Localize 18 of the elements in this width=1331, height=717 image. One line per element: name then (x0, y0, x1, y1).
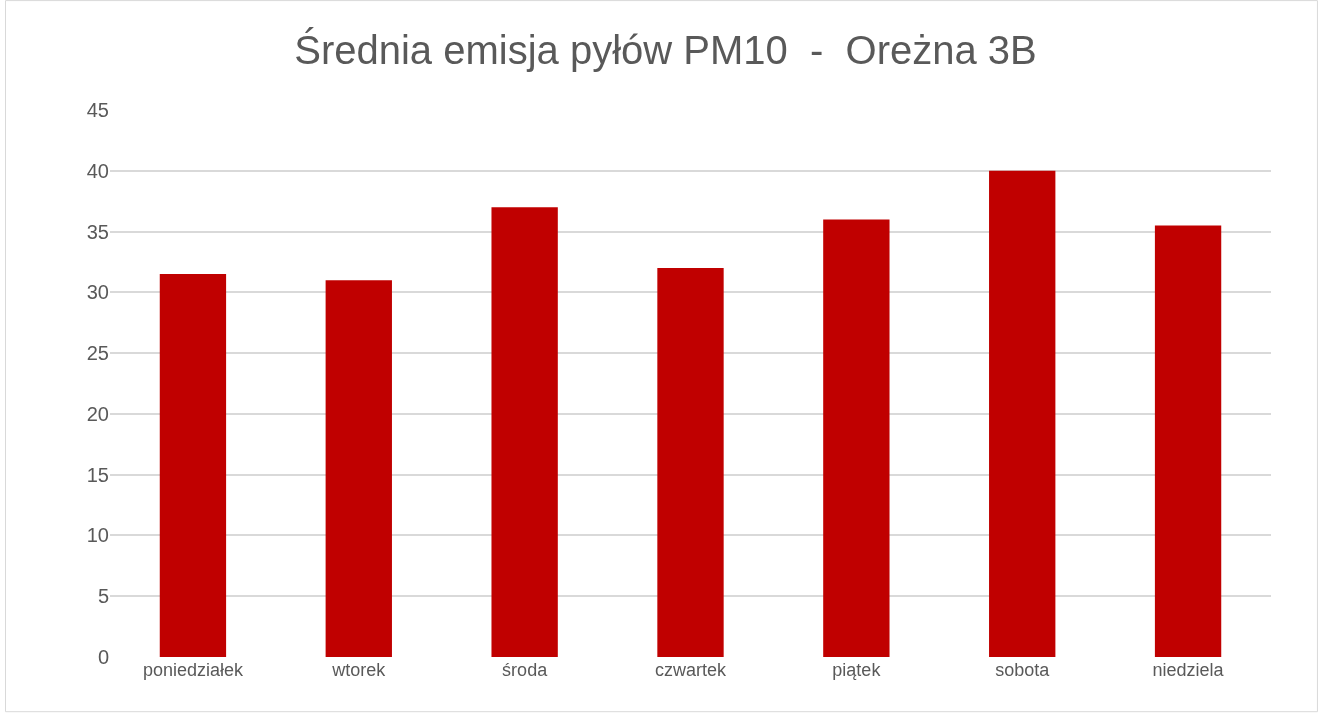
x-tick-label: sobota (995, 660, 1051, 680)
y-tick-label: 0 (97, 646, 109, 668)
y-tick-label: 15 (86, 463, 109, 486)
x-tick-label: czwartek (654, 660, 728, 680)
y-tick-label: 40 (86, 159, 109, 182)
y-tick-label: 5 (97, 585, 109, 608)
y-tick-label: 10 (86, 524, 109, 547)
x-tick-label: poniedziałek (142, 660, 244, 680)
y-tick-label: 20 (86, 402, 109, 425)
x-tick-label: niedziela (1152, 660, 1225, 680)
chart-title: Średnia emisja pyłów PM10 - Oreżna 3B (294, 26, 1037, 72)
x-tick-label: środa (502, 660, 549, 680)
y-tick-label: 25 (86, 342, 109, 365)
y-tick-label: 30 (86, 281, 109, 304)
x-tick-label: piątek (832, 660, 882, 680)
y-tick-label: 45 (86, 99, 109, 121)
x-tick-label: wtorek (331, 660, 387, 680)
y-tick-label: 35 (86, 220, 109, 243)
